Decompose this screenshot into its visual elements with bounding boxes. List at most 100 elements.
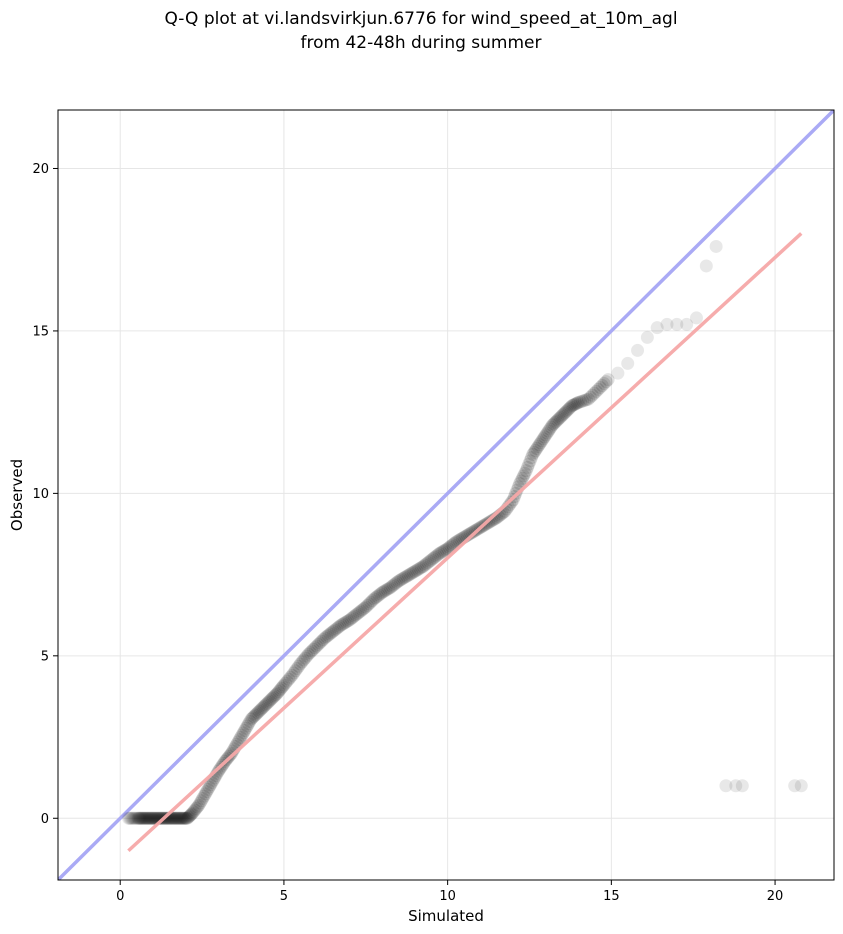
data-point-168	[331, 621, 345, 635]
data-point-355	[788, 779, 802, 793]
data-point-123	[261, 695, 275, 709]
data-point-200	[383, 581, 397, 595]
data-point-105	[238, 724, 252, 738]
data-point-302	[541, 424, 555, 438]
data-point-297	[535, 434, 549, 448]
data-point-315	[559, 405, 573, 419]
data-point-233	[437, 544, 451, 558]
data-point-186	[360, 598, 374, 612]
x-tick-label-4: 20	[767, 889, 784, 904]
data-point-160	[318, 631, 332, 645]
data-point-115	[251, 706, 265, 720]
data-point-310	[552, 412, 566, 426]
data-point-306	[547, 417, 561, 431]
data-point-217	[411, 562, 425, 576]
data-point-286	[521, 460, 535, 474]
data-point-17	[138, 811, 152, 825]
data-point-162	[321, 628, 335, 642]
data-point-335	[591, 382, 605, 396]
data-point-350	[699, 259, 713, 273]
data-point-204	[390, 575, 404, 589]
data-point-18	[139, 811, 153, 825]
data-point-288	[523, 454, 537, 468]
data-point-132	[273, 683, 287, 697]
data-point-14	[135, 811, 149, 825]
data-point-63	[183, 808, 197, 822]
data-point-69	[190, 800, 204, 814]
data-point-330	[581, 392, 595, 406]
data-point-180	[351, 607, 365, 621]
data-point-164	[324, 626, 338, 640]
data-point-348	[680, 317, 694, 331]
data-point-23	[144, 811, 158, 825]
data-point-225	[424, 553, 438, 567]
data-point-292	[528, 443, 542, 457]
data-point-249	[464, 526, 478, 540]
data-point-347	[670, 317, 684, 331]
data-point-111	[245, 711, 259, 725]
data-point-293	[530, 442, 544, 456]
data-point-66	[187, 805, 201, 819]
x-tick-label-1: 5	[280, 889, 288, 904]
data-point-285	[519, 464, 533, 478]
data-point-336	[593, 380, 607, 394]
data-point-157	[313, 636, 327, 650]
data-point-10	[131, 811, 145, 825]
data-point-227	[428, 550, 442, 564]
data-point-13	[134, 811, 148, 825]
data-point-129	[269, 687, 283, 701]
data-point-72	[194, 794, 208, 808]
data-point-108	[242, 717, 256, 731]
data-point-141	[287, 666, 301, 680]
data-point-140	[285, 668, 299, 682]
data-point-166	[328, 623, 342, 637]
data-point-195	[375, 585, 389, 599]
data-point-326	[574, 395, 588, 409]
plot-area: 0 5 10 15 20 0 5 10 15 20	[32, 110, 834, 904]
data-point-354	[735, 779, 749, 793]
data-point-9	[130, 811, 144, 825]
data-point-117	[253, 703, 267, 717]
data-point-211	[401, 568, 415, 582]
y-tick-label-0: 0	[41, 812, 49, 827]
data-point-213	[405, 566, 419, 580]
data-point-55	[175, 811, 189, 825]
data-point-352	[719, 779, 733, 793]
data-point-49	[170, 811, 184, 825]
data-point-161	[319, 630, 333, 644]
data-point-147	[297, 653, 311, 667]
data-point-76	[200, 785, 214, 799]
data-point-291	[527, 445, 541, 459]
data-point-120	[257, 699, 271, 713]
data-point-56	[176, 811, 190, 825]
data-point-193	[372, 588, 386, 602]
data-point-11	[132, 811, 146, 825]
data-point-349	[689, 311, 703, 325]
data-point-305	[545, 418, 559, 432]
data-point-209	[398, 570, 412, 584]
data-point-22	[143, 811, 157, 825]
data-point-289	[524, 451, 538, 465]
data-point-112	[247, 710, 261, 724]
data-point-300	[539, 428, 553, 442]
chart-title: Q-Q plot at vi.landsvirkjun.6776 for win…	[164, 9, 677, 53]
data-point-314	[557, 406, 571, 420]
data-point-222	[419, 557, 433, 571]
data-point-304	[544, 420, 558, 434]
data-point-199	[382, 582, 396, 596]
data-point-250	[465, 525, 479, 539]
data-point-173	[339, 615, 353, 629]
y-axis-label: Observed	[8, 459, 26, 531]
data-point-170	[334, 618, 348, 632]
data-point-331	[583, 390, 597, 404]
data-point-274	[504, 495, 518, 509]
data-point-234	[439, 543, 453, 557]
data-point-53	[173, 811, 187, 825]
data-point-317	[561, 403, 575, 417]
data-point-229	[431, 548, 445, 562]
data-point-332	[585, 388, 599, 402]
data-point-136	[279, 676, 293, 690]
chart-title-line-1: Q-Q plot at vi.landsvirkjun.6776 for win…	[164, 9, 677, 29]
data-point-262	[485, 514, 499, 528]
data-point-77	[201, 782, 215, 796]
